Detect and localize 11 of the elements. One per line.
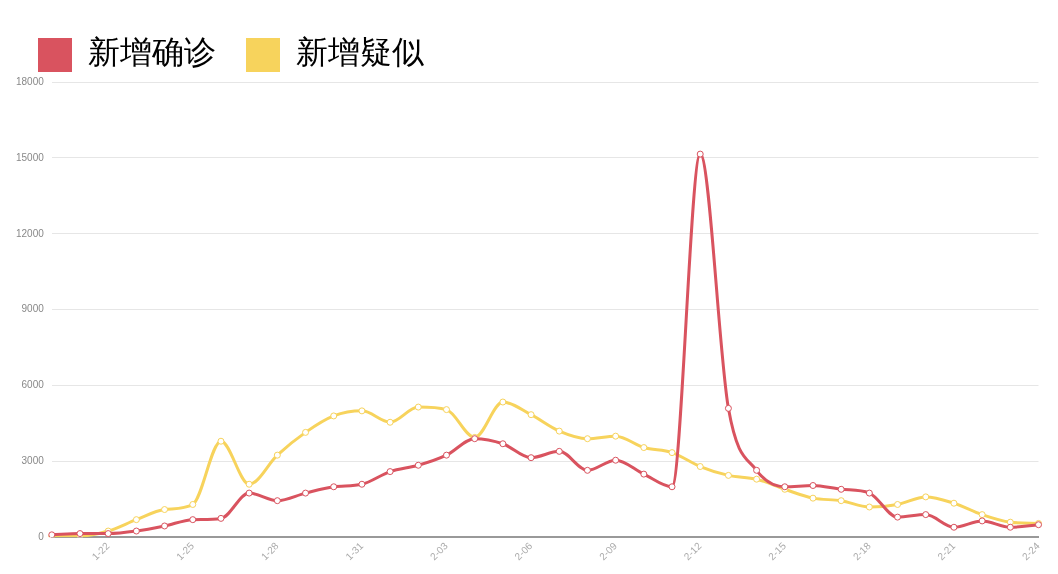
- y-tick-label: 15000: [16, 151, 45, 163]
- y-tick-label: 3000: [21, 455, 45, 467]
- y-tick-label: 6000: [21, 379, 45, 391]
- y-tick-label: 12000: [16, 227, 45, 239]
- y-tick-label: 9000: [21, 303, 45, 315]
- legend-label: 新增疑似: [296, 33, 424, 72]
- y-tick-label: 0: [38, 531, 45, 543]
- legend-label: 新增确诊: [88, 33, 216, 72]
- y-tick-label: 18000: [16, 75, 45, 87]
- x-tick-label: 1-31: [343, 539, 366, 563]
- x-tick-label: 1-22: [89, 539, 112, 563]
